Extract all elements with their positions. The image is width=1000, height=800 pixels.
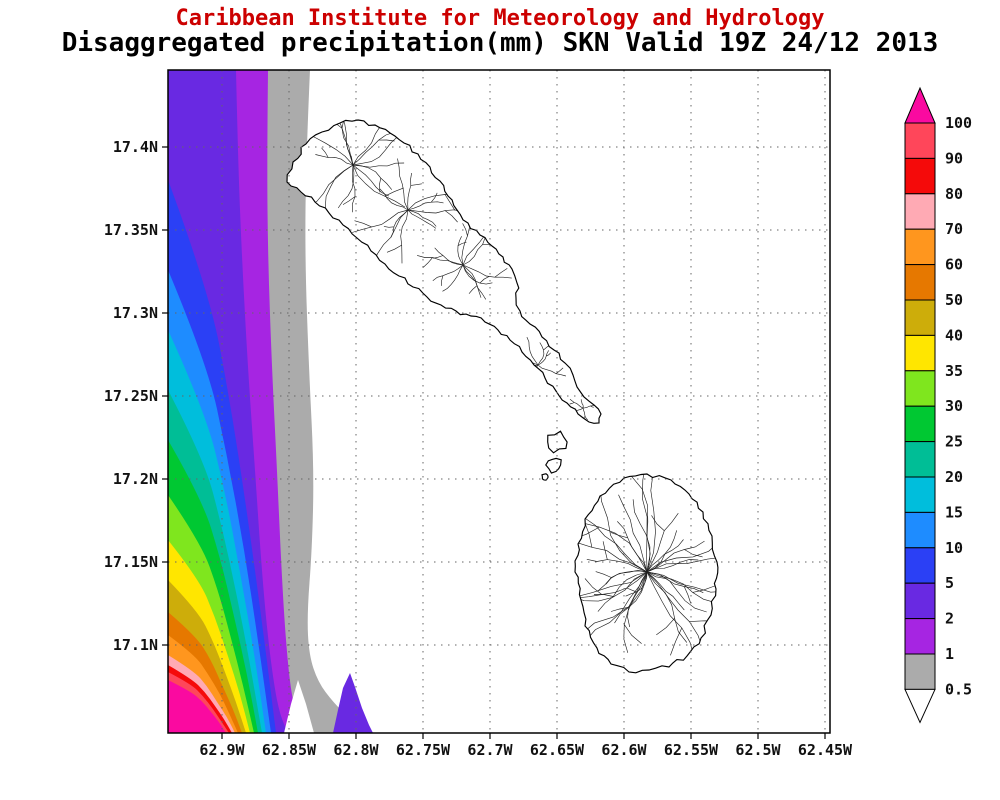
colorbar-arrow-top (904, 86, 936, 124)
st-kitts-island (286, 119, 602, 481)
colorbar-band (904, 157, 936, 195)
colorbar-label: 35 (945, 362, 963, 380)
x-tick-label: 62.6W (601, 741, 647, 759)
axis-labels: 62.9W 62.85W 62.8W 62.75W 62.7W 62.65W 62.6W 62… (104, 138, 853, 759)
institute-title: Caribbean Institute for Meteorology and … (175, 6, 825, 31)
purple-coast-patch (333, 673, 373, 733)
colorbar-band (904, 405, 936, 443)
x-tick-label: 62.55W (664, 741, 719, 759)
x-tick-label: 62.9W (199, 741, 245, 759)
colorbar-label: 5 (945, 574, 954, 592)
island-coastline (286, 119, 602, 481)
x-tick-label: 62.75W (396, 741, 451, 759)
colorbar: 100 90 80 70 60 50 40 35 30 25 20 15 10 5 2 1 0.5 (904, 86, 972, 724)
x-tick-label: 62.7W (467, 741, 513, 759)
colorbar-label: 15 (945, 503, 963, 521)
y-tick-label: 17.15N (104, 553, 158, 571)
contour-band-100 (168, 680, 226, 733)
colorbar-band (904, 511, 936, 549)
plot-area: 62.9W 62.85W 62.8W 62.75W 62.7W 62.65W 62.6W 62… (104, 69, 853, 759)
colorbar-band (904, 370, 936, 407)
contour-bands (168, 70, 373, 733)
colorbar-label: 25 (945, 433, 963, 451)
x-tick-label: 62.65W (530, 741, 585, 759)
colorbar-band (904, 618, 936, 655)
map-frame (167, 69, 831, 734)
island-landmass (287, 120, 601, 481)
colorbar-band (904, 299, 936, 336)
colorbar-band (904, 441, 936, 478)
colorbar-label: 50 (945, 291, 963, 309)
colorbar-label: 10 (945, 539, 963, 557)
y-tick-label: 17.3N (113, 304, 158, 322)
colorbar-band (904, 334, 936, 372)
island-coastline (574, 473, 719, 674)
x-tick-label: 62.5W (735, 741, 781, 759)
colorbar-band (904, 476, 936, 513)
colorbar-label: 40 (945, 326, 963, 344)
colorbar-label: 60 (945, 256, 963, 274)
colorbar-band (904, 582, 936, 620)
colorbar-label: 1 (945, 645, 954, 663)
colorbar-arrow-bottom (904, 688, 936, 724)
y-tick-label: 17.25N (104, 387, 158, 405)
colorbar-label: 90 (945, 149, 963, 167)
colorbar-label: 20 (945, 468, 963, 486)
colorbar-label: 2 (945, 610, 954, 628)
colorbar-band (904, 228, 936, 266)
colorbar-label: 30 (945, 397, 963, 415)
colorbar-band (904, 547, 936, 584)
colorbar-label: 70 (945, 220, 963, 238)
x-tick-label: 62.8W (333, 741, 379, 759)
colorbar-band (904, 122, 936, 159)
x-tick-label: 62.85W (262, 741, 317, 759)
colorbar-band (904, 264, 936, 301)
map-title: Disaggregated precipitation(mm) SKN Vali… (61, 28, 939, 58)
y-tick-label: 17.4N (113, 138, 158, 156)
colorbar-band (904, 193, 936, 230)
nevis-island (574, 473, 719, 674)
y-tick-label: 17.1N (113, 636, 158, 654)
colorbar-label: 100 (945, 114, 972, 132)
y-tick-label: 17.35N (104, 221, 158, 239)
colorbar-label: 0.5 (945, 680, 972, 698)
colorbar-band (904, 653, 936, 690)
coast-white-gap (284, 680, 314, 733)
y-tick-label: 17.2N (113, 470, 158, 488)
colorbar-label: 80 (945, 185, 963, 203)
x-tick-label: 62.45W (798, 741, 853, 759)
drainage-lines (575, 474, 718, 659)
